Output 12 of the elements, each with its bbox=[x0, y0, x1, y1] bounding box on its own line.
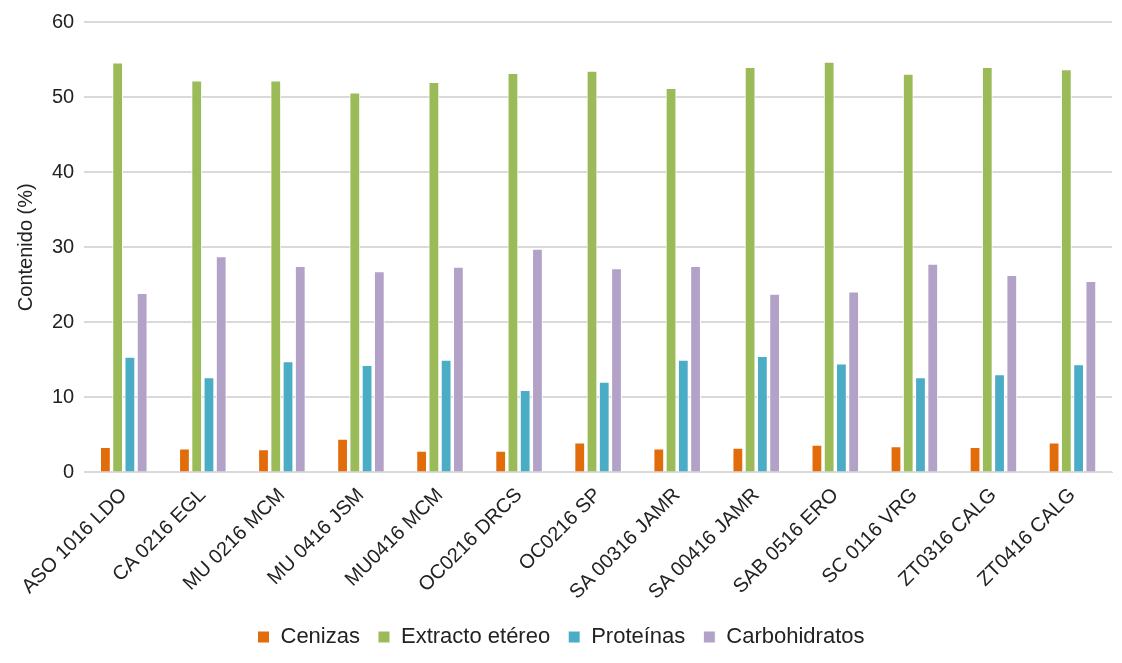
y-tick-label: 0 bbox=[63, 460, 75, 482]
y-tick-label: 50 bbox=[52, 84, 75, 107]
legend-label: Cenizas bbox=[280, 623, 360, 649]
y-tick-label: 20 bbox=[52, 309, 75, 332]
y-axis-title: Contenido (%) bbox=[13, 183, 36, 312]
y-tick-label: 10 bbox=[52, 384, 75, 407]
y-tick-label: 30 bbox=[52, 234, 75, 257]
legend-label: Carbohidratos bbox=[726, 623, 865, 649]
y-tick-label: 40 bbox=[52, 159, 75, 182]
legend-label: Proteínas bbox=[591, 623, 686, 649]
y-tick-label: 60 bbox=[52, 9, 75, 32]
legend-label: Extracto etéreo bbox=[400, 623, 551, 649]
